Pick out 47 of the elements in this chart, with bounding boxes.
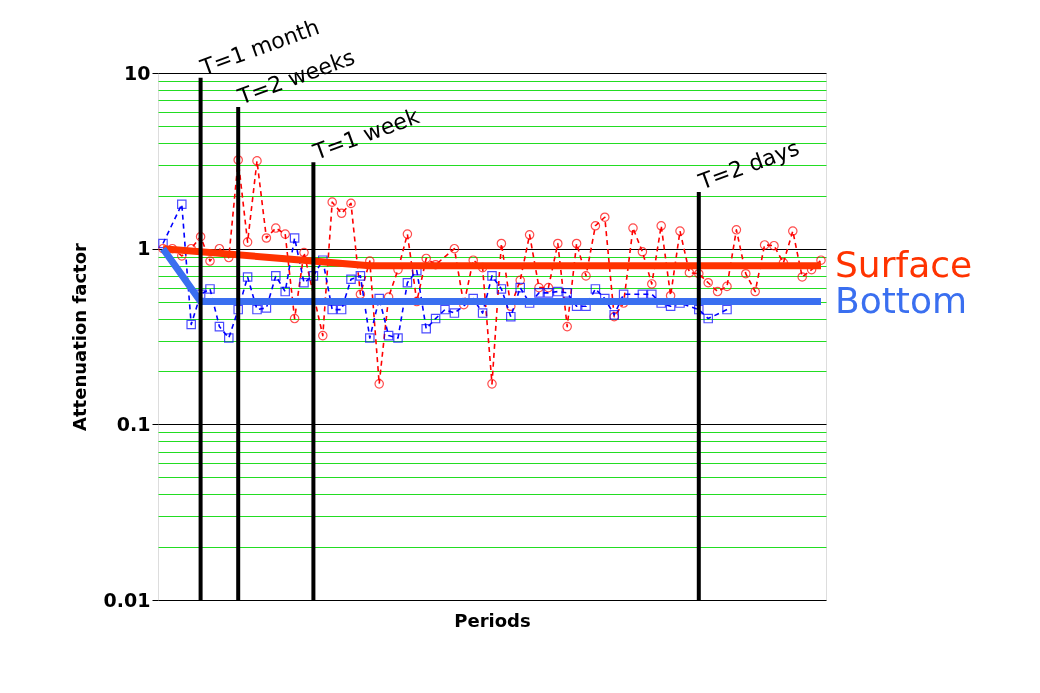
point xyxy=(271,271,281,281)
point xyxy=(177,199,187,210)
point xyxy=(515,282,525,293)
y-tick-label: 1 xyxy=(137,237,151,260)
point xyxy=(553,286,563,297)
point xyxy=(346,274,356,284)
y-tick-label: 10 xyxy=(124,61,151,84)
point xyxy=(506,311,516,322)
x-axis-title: Periods xyxy=(454,609,531,631)
point xyxy=(421,323,431,334)
point xyxy=(289,233,300,243)
point xyxy=(252,304,262,315)
point xyxy=(205,284,215,294)
point xyxy=(158,238,168,249)
point xyxy=(440,304,450,315)
point xyxy=(543,288,554,298)
point xyxy=(477,308,488,318)
point xyxy=(355,271,366,281)
point xyxy=(186,319,196,330)
point xyxy=(430,313,441,324)
y-tick-label: 0.01 xyxy=(103,588,151,611)
point xyxy=(308,271,319,281)
point xyxy=(449,308,460,318)
text: T=2 days xyxy=(694,135,803,195)
point xyxy=(496,284,507,294)
y-axis-title: Attenuation factor xyxy=(68,242,90,431)
point xyxy=(224,333,234,343)
point xyxy=(694,304,704,315)
point xyxy=(336,304,347,315)
point xyxy=(327,304,337,315)
point xyxy=(383,330,394,341)
point xyxy=(233,304,243,315)
text: T=1 week xyxy=(309,103,423,166)
point xyxy=(214,321,225,332)
point xyxy=(280,286,290,297)
point xyxy=(393,333,403,343)
point xyxy=(242,272,253,282)
point xyxy=(487,271,497,281)
point xyxy=(299,277,309,288)
point xyxy=(534,288,544,298)
y-tick-label: 0.1 xyxy=(116,412,151,435)
point xyxy=(722,304,732,315)
point xyxy=(402,277,413,288)
point xyxy=(590,284,601,294)
point xyxy=(703,313,713,324)
point xyxy=(562,288,572,298)
point xyxy=(365,333,375,343)
